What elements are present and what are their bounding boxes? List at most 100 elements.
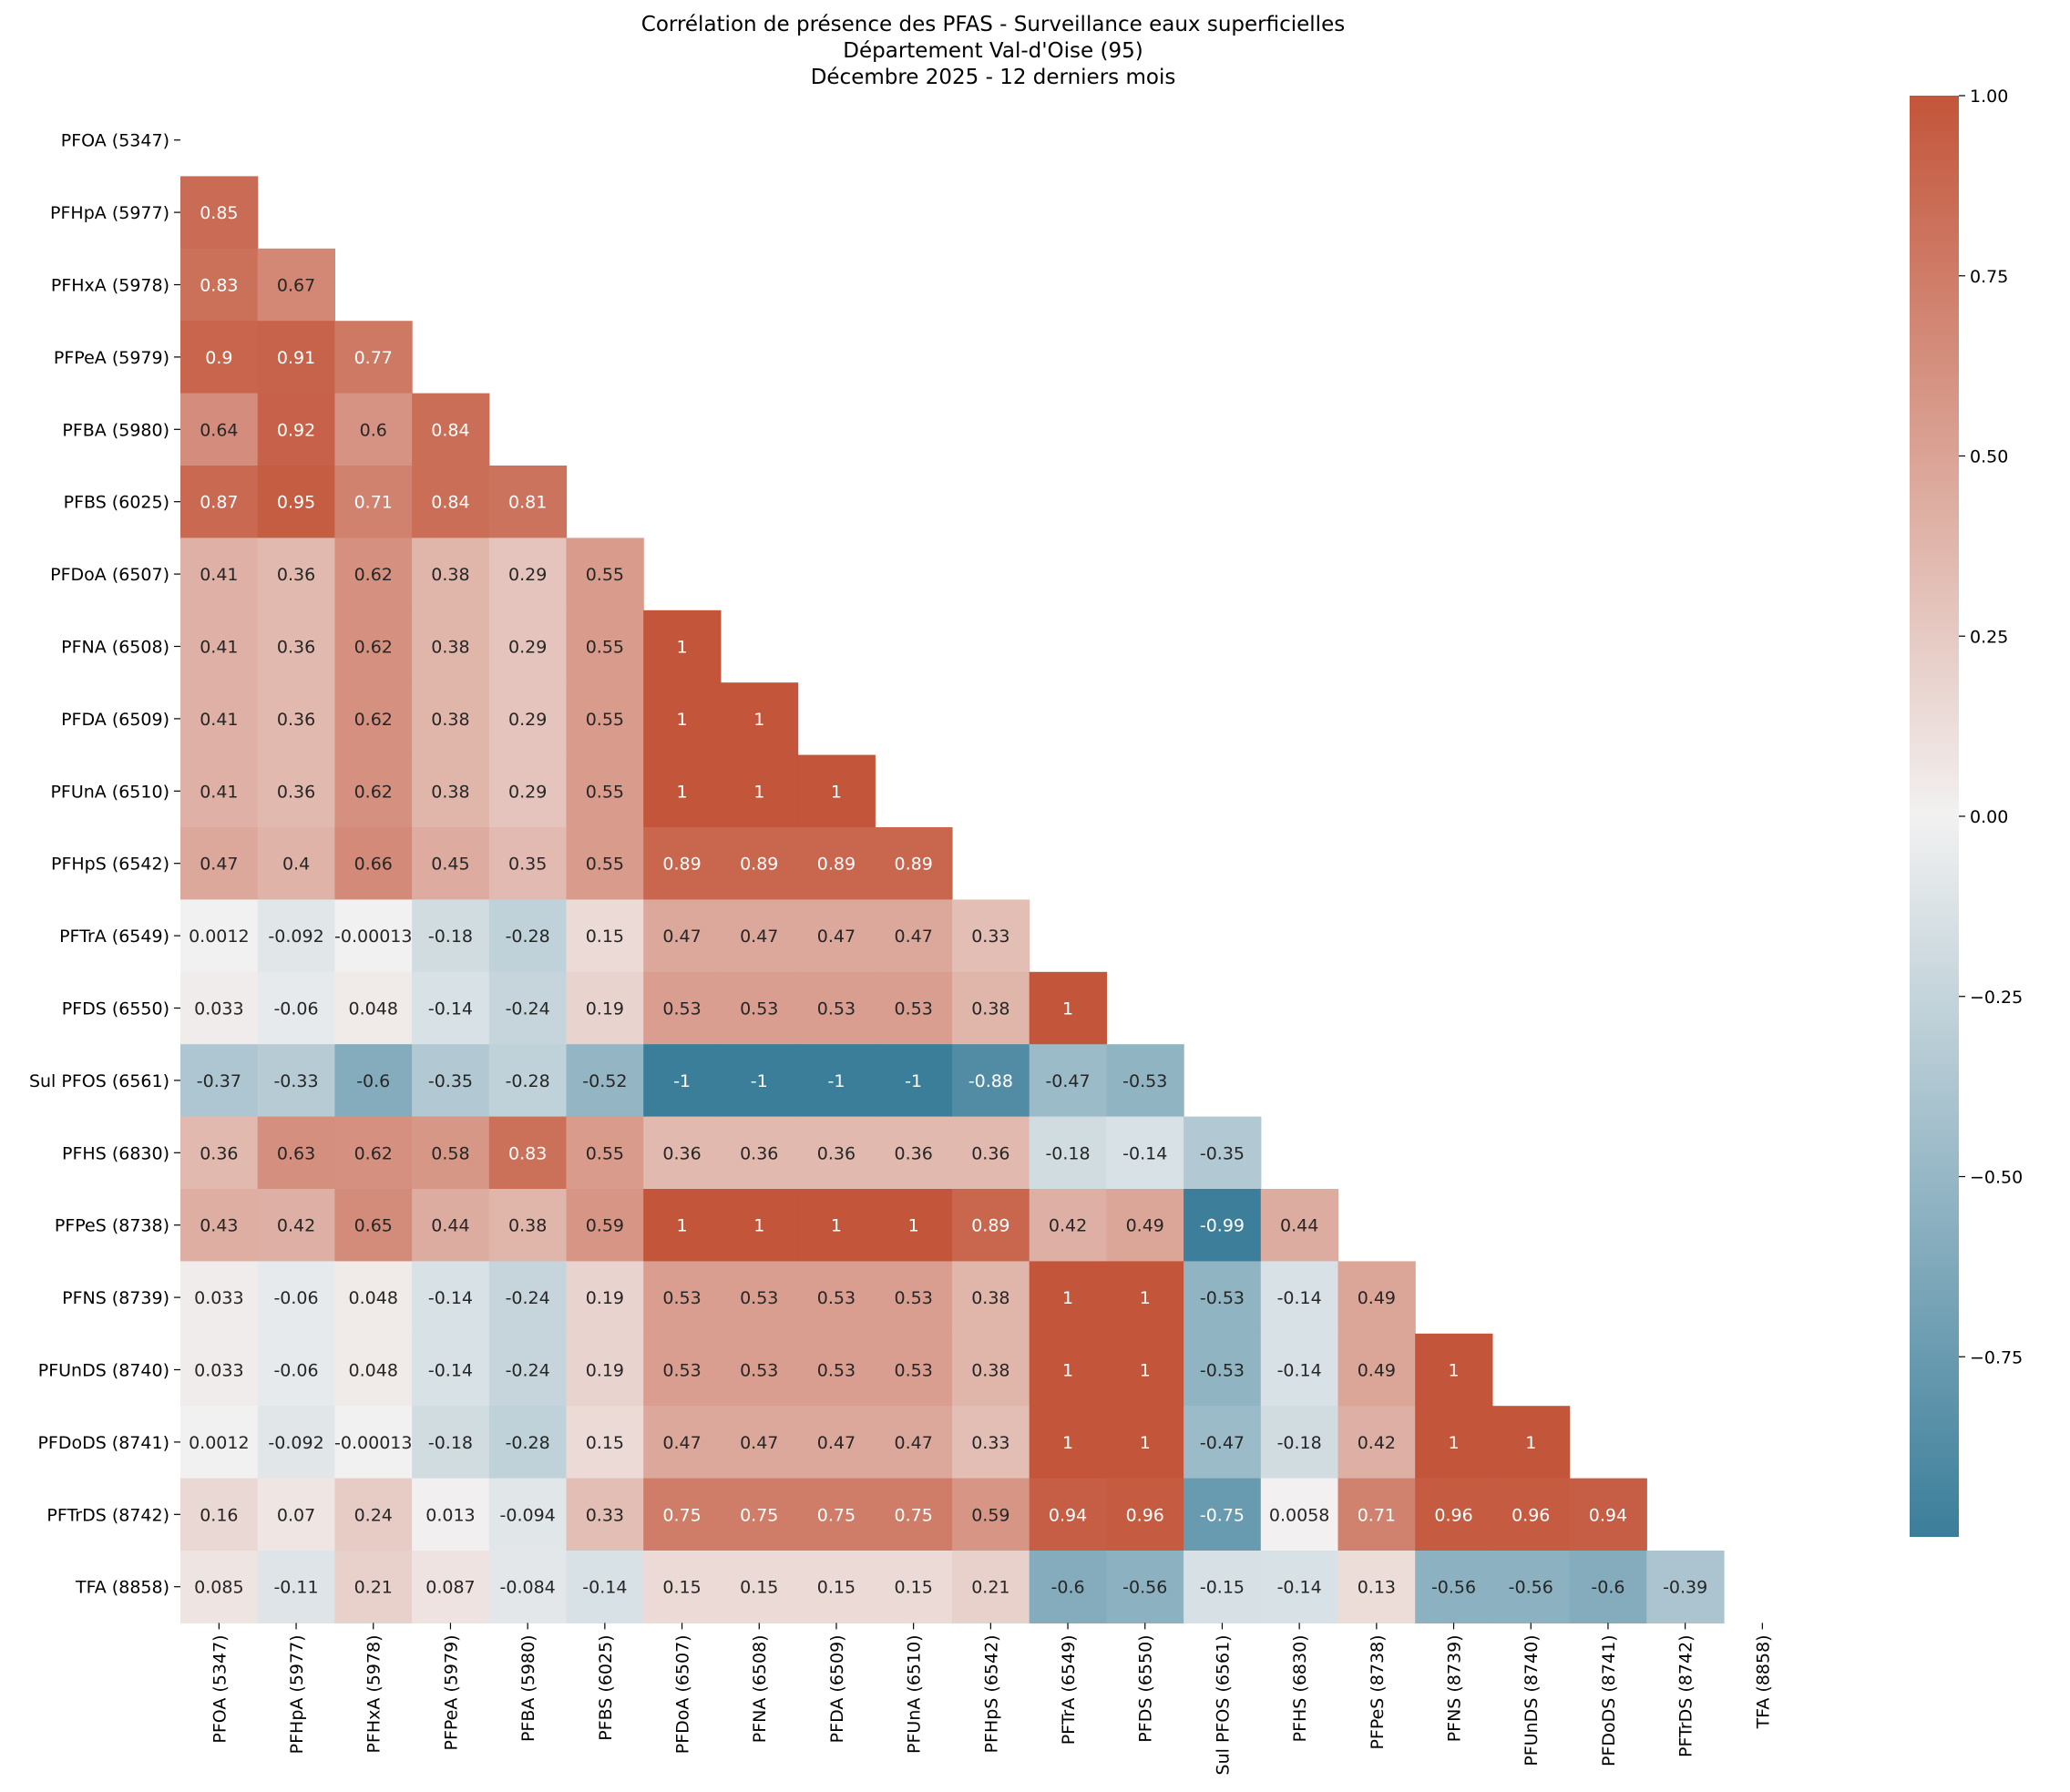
- heatmap-cell: [1029, 1044, 1107, 1118]
- heatmap-cell: [875, 827, 953, 900]
- heatmap-cell: [1029, 1551, 1107, 1623]
- cell-value-label: 0.048: [349, 1288, 398, 1308]
- cell-value-label: -1: [673, 1071, 691, 1091]
- heatmap-cell: [952, 1261, 1030, 1335]
- cell-value-label: 1: [831, 782, 842, 802]
- x-tick-label: PFPeS (8738): [1368, 1634, 1388, 1749]
- cell-value-label: -0.53: [1200, 1361, 1245, 1381]
- heatmap-cell: [180, 466, 259, 538]
- heatmap-cell: [1415, 1406, 1493, 1480]
- cell-value-label: 0.45: [431, 855, 469, 875]
- heatmap-cell: [257, 754, 335, 828]
- x-tick-label: PFPeA (5979): [441, 1634, 461, 1750]
- cell-value-label: 0.048: [349, 1361, 398, 1381]
- heatmap-cell: [1337, 1551, 1416, 1623]
- heatmap-cell: [488, 609, 568, 683]
- x-tick-label: PFNA (6508): [750, 1634, 770, 1743]
- heatmap-cell: [1184, 1116, 1262, 1190]
- cell-value-label: 0.53: [662, 1288, 701, 1308]
- cell-value-label: 0.55: [586, 710, 624, 730]
- cell-value-label: 0.87: [200, 493, 238, 513]
- x-tick-label: PFUnA (6510): [905, 1634, 925, 1754]
- cell-value-label: -0.18: [1045, 1143, 1090, 1163]
- cell-value-label: -0.00013: [334, 927, 412, 947]
- heatmap-cell: [952, 1044, 1030, 1118]
- heatmap-cell: [875, 1261, 953, 1335]
- heatmap-cell: [1337, 1406, 1416, 1480]
- cell-value-label: 1: [677, 638, 688, 658]
- x-tick-label: PFHxA (5978): [364, 1634, 384, 1753]
- cell-value-label: -1: [827, 1071, 845, 1091]
- cell-value-label: -0.24: [506, 1288, 550, 1308]
- cell-value-label: 0.84: [431, 420, 469, 440]
- colorbar-ticks: 1.00 0.75 0.50 0.25 0.00 −0.25 −0.50 −0.75: [1959, 87, 2023, 1367]
- y-tick-label: PFHpS (6542): [51, 855, 169, 875]
- y-tick-label: PFNA (6508): [61, 638, 169, 658]
- cell-value-label: 0.38: [431, 782, 469, 802]
- heatmap-cell: [566, 538, 644, 611]
- chart-title-line-2: Département Val-d'Oise (95): [843, 39, 1143, 63]
- cell-value-label: 0.33: [586, 1505, 624, 1525]
- heatmap-cell: [566, 971, 644, 1045]
- cell-value-label: 0.96: [1126, 1505, 1164, 1525]
- cell-value-label: 0.36: [277, 638, 315, 658]
- cell-value-label: 0.15: [817, 1578, 856, 1598]
- x-tick-label: PFDoDS (8741): [1599, 1634, 1619, 1766]
- cell-value-label: -0.14: [1277, 1361, 1322, 1381]
- cell-value-label: 1: [1140, 1288, 1151, 1308]
- cell-value-label: 0.92: [277, 420, 315, 440]
- heatmap-cell: [488, 1189, 568, 1262]
- cell-value-label: 0.29: [508, 710, 547, 730]
- cell-value-label: 0.91: [277, 348, 315, 368]
- heatmap-cell: [1337, 1478, 1416, 1551]
- cell-value-label: 0.47: [740, 927, 778, 947]
- heatmap-cell: [488, 1261, 568, 1335]
- cell-value-label: 0.15: [662, 1578, 701, 1598]
- heatmap-cell: [257, 466, 335, 538]
- heatmap-cell: [720, 971, 799, 1045]
- cell-value-label: 0.38: [508, 1216, 547, 1236]
- cell-value-label: 0.55: [586, 565, 624, 585]
- cell-value-label: 1: [1140, 1361, 1151, 1381]
- cell-value-label: 0.15: [586, 927, 624, 947]
- cell-value-label: 0.19: [586, 999, 624, 1019]
- heatmap-cell: [412, 538, 490, 611]
- heatmap-cell: [566, 1551, 644, 1623]
- cell-value-label: 0.38: [971, 1361, 1009, 1381]
- cell-value-label: 0.49: [1358, 1361, 1396, 1381]
- heatmap-cell: [334, 1044, 413, 1118]
- cell-value-label: -0.092: [268, 1433, 323, 1453]
- colorbar-tick-label: −0.50: [1970, 1168, 2023, 1188]
- cell-value-label: 0.087: [425, 1578, 475, 1598]
- cell-value-label: 0.53: [740, 999, 778, 1019]
- cell-value-label: 0.89: [971, 1216, 1009, 1236]
- heatmap-cell: [412, 466, 490, 538]
- cell-value-label: 0.63: [277, 1143, 315, 1163]
- cell-value-label: -0.56: [1431, 1578, 1476, 1598]
- heatmap-cell: [180, 321, 259, 394]
- cell-value-label: -0.14: [1277, 1578, 1322, 1598]
- heatmap-cell: [1184, 1189, 1262, 1262]
- heatmap-cell: [334, 827, 413, 900]
- heatmap-cell: [797, 1189, 876, 1262]
- cell-value-label: 0.49: [1126, 1216, 1164, 1236]
- cell-value-label: 0.53: [894, 999, 932, 1019]
- cell-value-label: 1: [1140, 1433, 1151, 1453]
- cell-value-label: 0.38: [431, 565, 469, 585]
- heatmap-cell: [797, 1551, 876, 1623]
- heatmap-cell: [643, 1189, 722, 1262]
- heatmap-cell: [875, 1333, 953, 1407]
- cell-value-label: 0.62: [354, 565, 393, 585]
- cell-value-label: 0.62: [354, 782, 393, 802]
- cell-value-label: 0.81: [508, 493, 547, 513]
- cell-value-label: 0.033: [194, 1288, 243, 1308]
- x-tick-label: Sul PFOS (6561): [1213, 1634, 1233, 1775]
- heatmap-cell: [488, 754, 568, 828]
- heatmap-cell: [797, 899, 876, 973]
- cell-value-label: -0.28: [506, 1071, 550, 1091]
- heatmap-cell: [488, 1116, 568, 1190]
- cell-value-label: -0.53: [1122, 1071, 1167, 1091]
- cell-value-label: 0.36: [894, 1143, 932, 1163]
- cell-value-label: 0.0012: [189, 927, 249, 947]
